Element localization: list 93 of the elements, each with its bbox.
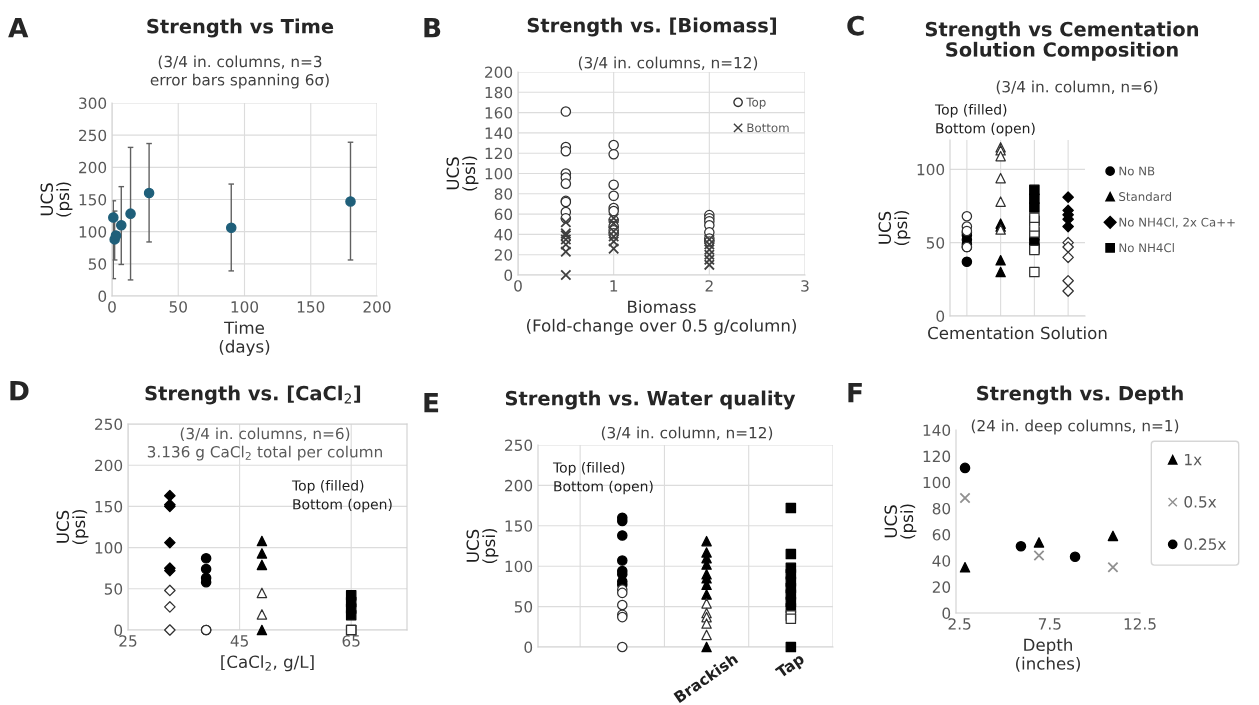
text: F xyxy=(848,383,862,403)
x-tick-label: 25 xyxy=(119,635,137,647)
chart-subtitle: (3/4 in. columns, n=12) xyxy=(578,56,758,71)
y-tick-label: 40 xyxy=(932,555,951,567)
chart-subtitle: (24 in. deep columns, n=1) xyxy=(971,419,1179,435)
text: C xyxy=(847,15,864,36)
y-tick-label: 80 xyxy=(932,502,951,515)
chart-title: Strength vs. [CaCl$_{2}$] xyxy=(145,385,361,405)
legend-label: No NH4Cl xyxy=(1119,243,1174,253)
legend-label: Bottom xyxy=(747,123,789,133)
y-axis-title: UCS (psi) xyxy=(878,210,911,246)
x-tick-label: 3 xyxy=(801,280,809,292)
y-tick-label: 150 xyxy=(79,193,107,206)
y-axis-title: UCS (psi) xyxy=(466,528,499,564)
y-tick-label: 60 xyxy=(494,208,513,221)
chart-title: Strength vs Cementation Solution Composition xyxy=(925,21,1199,61)
x-tick-label: 100 xyxy=(231,301,259,313)
chart-title: Strength vs Time xyxy=(147,18,334,38)
legend-label: No NH4Cl, 2x Ca++ xyxy=(1119,217,1235,228)
x-tick-label: 50 xyxy=(169,301,187,313)
y-tick-label: 160 xyxy=(485,107,513,119)
y-tick-label: 150 xyxy=(505,520,533,532)
y-tick-label: 20 xyxy=(494,249,513,261)
x-tick-label: 2.5 xyxy=(948,618,971,630)
y-tick-label: 300 xyxy=(79,97,107,110)
y-tick-label: 140 xyxy=(923,424,951,437)
y-tick-label: 100 xyxy=(923,476,951,489)
y-tick-label: 100 xyxy=(917,163,945,176)
y-tick-label: 0 xyxy=(504,269,513,282)
legend-label: 0.5x xyxy=(1184,496,1217,508)
y-tick-label: 0 xyxy=(98,290,107,303)
x-tick-label: 1 xyxy=(610,280,618,292)
y-tick-label: 140 xyxy=(485,127,513,139)
x-axis-title: Biomass (Fold-change over 0.5 g/column) xyxy=(527,300,796,335)
y-tick-label: 200 xyxy=(95,459,123,472)
chart-title: Strength vs. [Biomass] xyxy=(527,17,776,37)
y-tick-label: 50 xyxy=(514,601,533,613)
chart-title: Strength vs. Depth xyxy=(977,385,1183,405)
y-tick-label: 120 xyxy=(485,147,513,160)
chart-subtitle: (3/4 in. columns, n=3 error bars spanning 6σ) xyxy=(150,55,329,89)
y-axis-title: UCS (psi) xyxy=(446,156,479,191)
text: B xyxy=(424,18,441,38)
text: (3/4 in. columns, n=6) 3.136 g CaCl$_{2}$ total per column xyxy=(147,427,382,461)
y-tick-label: 20 xyxy=(932,581,951,593)
y-tick-label: 100 xyxy=(79,226,107,238)
annotation: Top (filled) Bottom (open) xyxy=(552,462,653,495)
annotation: Top (filled) Bottom (open) xyxy=(291,480,392,513)
x-tick-label: 12.5 xyxy=(1124,618,1156,630)
chart-subtitle: (3/4 in. column, n=6) xyxy=(996,80,1158,95)
y-tick-label: 200 xyxy=(505,479,533,492)
y-tick-label: 200 xyxy=(485,66,513,79)
y-tick-label: 120 xyxy=(923,450,951,463)
x-axis-title: Time (days) xyxy=(219,321,270,356)
y-tick-label: 50 xyxy=(88,258,107,270)
y-tick-label: 250 xyxy=(505,439,533,452)
chart-subtitle: (3/4 in. column, n=12) xyxy=(601,426,773,441)
text: A xyxy=(8,18,29,38)
y-tick-label: 0 xyxy=(936,310,945,323)
y-tick-label: 100 xyxy=(485,167,513,180)
x-tick-label: 150 xyxy=(297,301,325,313)
x-axis-title: [CaCl$_{2}$, g/L] xyxy=(221,655,314,672)
y-tick-label: 40 xyxy=(494,228,513,241)
x-tick-label: 7.5 xyxy=(1038,618,1061,630)
text: Top (filled) Bottom (open) xyxy=(934,104,1035,137)
y-tick-label: 180 xyxy=(485,86,513,99)
y-axis-title: UCS (psi) xyxy=(56,509,89,545)
y-tick-label: 100 xyxy=(95,542,123,554)
x-tick-label: Tap xyxy=(774,652,807,681)
y-tick-label: 50 xyxy=(926,237,945,249)
x-tick-label: 65 xyxy=(342,635,360,647)
y-tick-label: 80 xyxy=(494,188,513,200)
x-tick-label: 2 xyxy=(705,280,713,292)
y-tick-label: 200 xyxy=(79,161,107,174)
legend-label: 1x xyxy=(1185,453,1202,466)
legend-label: 0.25x xyxy=(1184,538,1226,550)
y-tick-label: 60 xyxy=(932,529,951,541)
x-tick-label: 45 xyxy=(230,635,248,647)
y-tick-label: 100 xyxy=(505,560,533,573)
legend-label: Standard xyxy=(1119,191,1172,202)
y-tick-label: 150 xyxy=(95,500,123,513)
y-tick-label: 50 xyxy=(104,583,123,595)
x-axis-title: Cementation Solution xyxy=(928,326,1107,340)
x-tick-label: 200 xyxy=(363,301,391,313)
y-axis-title: UCS (psi) xyxy=(884,504,917,539)
y-axis-title: UCS (psi) xyxy=(40,182,73,217)
y-tick-label: 250 xyxy=(79,129,107,142)
legend-label: Top xyxy=(746,97,766,109)
legend-label: No NB xyxy=(1119,166,1155,176)
text: D xyxy=(10,381,29,401)
text: E xyxy=(424,393,439,413)
x-axis-title: Depth (inches) xyxy=(1016,638,1080,672)
chart-title: Strength vs. Water quality xyxy=(505,390,796,410)
y-tick-label: 250 xyxy=(95,418,123,431)
